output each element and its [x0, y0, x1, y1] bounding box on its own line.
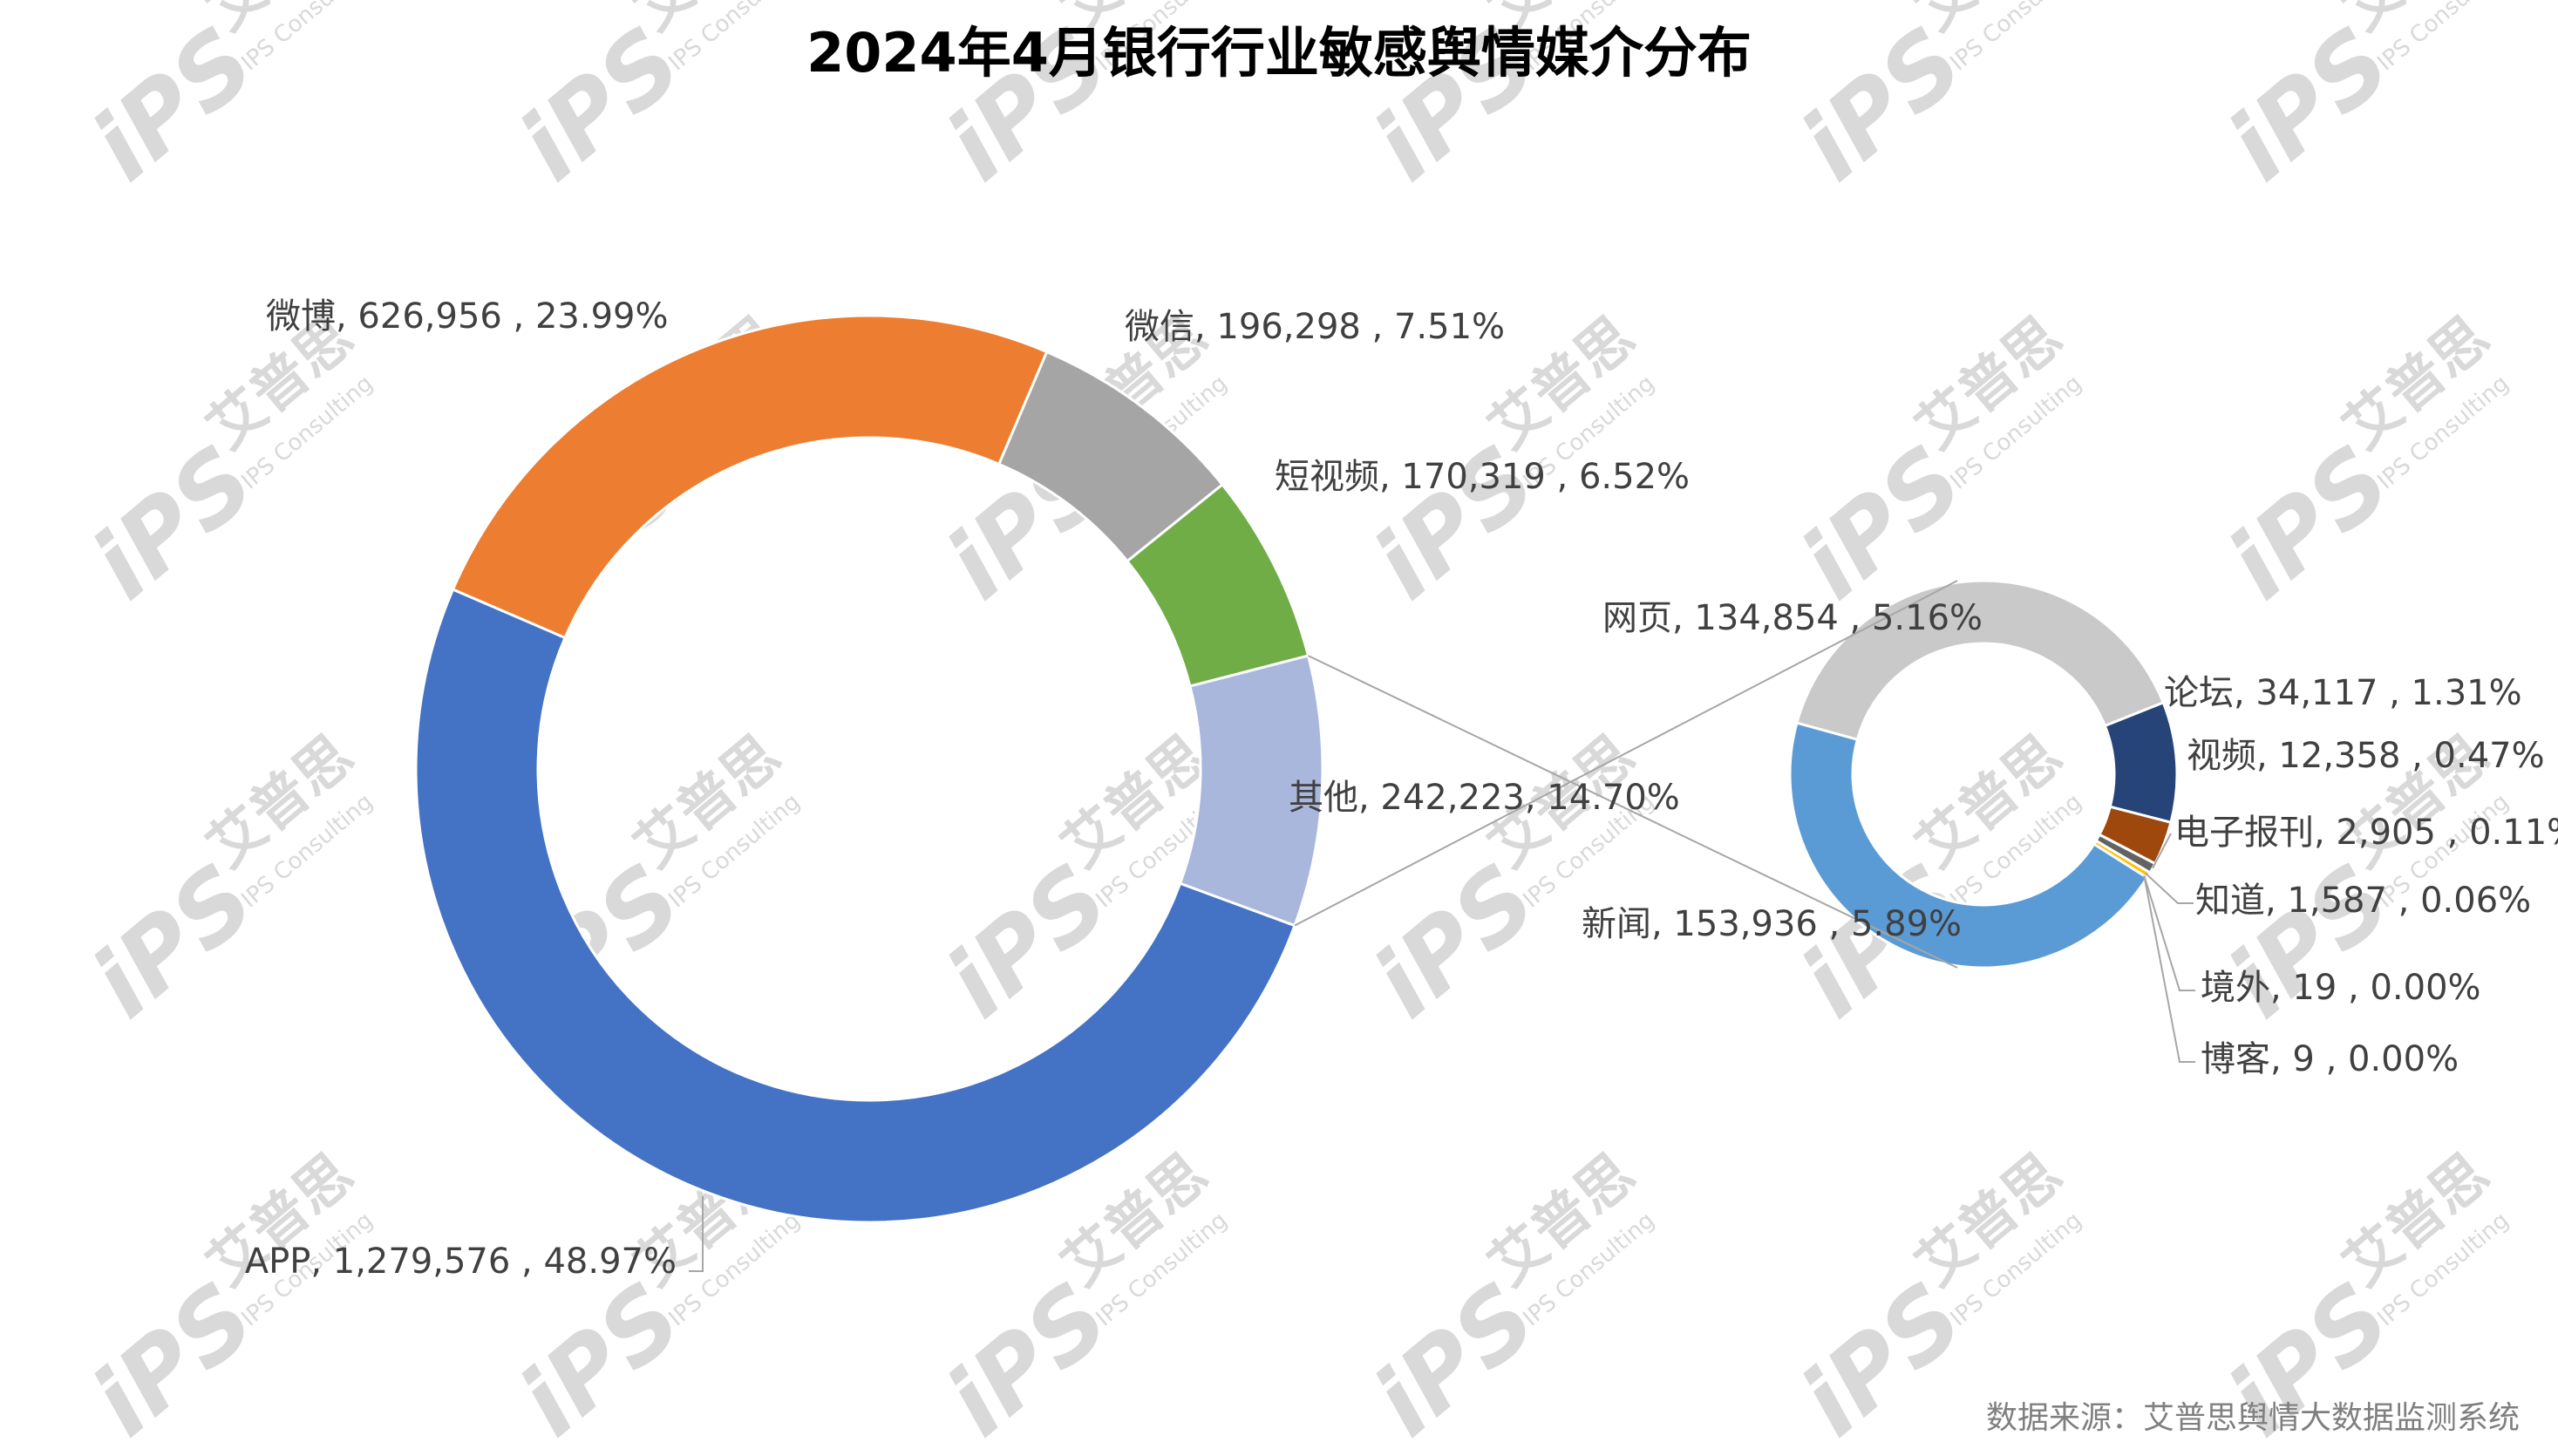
main-slice-微博 [451, 314, 1049, 640]
secondary-label-新闻: 新闻, 153,936 , 5.89% [1582, 904, 1962, 944]
secondary-label-境外: 境外, 19 , 0.00% [2201, 968, 2481, 1008]
secondary-label-网页: 网页, 134,854 , 5.16% [1602, 598, 1983, 638]
main-label-短视频: 短视频, 170,319 , 6.52% [1275, 457, 1690, 497]
leader-line-境外 [2143, 875, 2195, 991]
secondary-slice-境外 [2093, 844, 2147, 878]
leader-line-知道 [2145, 872, 2194, 904]
secondary-label-知道: 知道, 1,587 , 0.06% [2195, 881, 2531, 921]
source-note: 数据来源：艾普思舆情大数据监测系统 [1986, 1400, 2520, 1436]
connector-lines [1294, 580, 1958, 969]
connector-line-top [1294, 580, 1958, 927]
secondary-slice-博客 [2093, 844, 2147, 878]
secondary-label-论坛: 论坛, 34,117 , 1.31% [2164, 673, 2522, 713]
main-label-微博: 微博, 626,956 , 23.99% [266, 296, 669, 337]
main-label-APP: APP, 1,279,576 , 48.97% [245, 1242, 677, 1282]
secondary-label-电子报刊: 电子报刊, 2,905 , 0.11% [2174, 813, 2558, 853]
data-labels: APP, 1,279,576 , 48.97% 微博, 626,956 , 23.… [245, 296, 2558, 1282]
secondary-slice-网页 [1795, 579, 2166, 742]
main-label-微信: 微信, 196,298 , 7.51% [1125, 307, 1505, 347]
secondary-slice-知道 [2092, 839, 2153, 880]
main-label-其他: 其他, 242,223, 14.70% [1289, 778, 1680, 818]
secondary-slice-新闻 [1788, 721, 2149, 970]
leader-lines [689, 833, 2195, 1272]
connector-line-bottom [1308, 655, 1958, 969]
secondary-label-博客: 博客, 9 , 0.00% [2201, 1039, 2459, 1079]
main-slice-APP [414, 588, 1296, 1224]
main-donut [414, 314, 1324, 1224]
leader-line-电子报刊 [2152, 833, 2172, 869]
chart-title: 2024年4月银行行业敏感舆情媒介分布 [806, 21, 1752, 85]
leader-line-APP [689, 1196, 704, 1272]
secondary-donut [1788, 579, 2179, 970]
secondary-label-视频: 视频, 12,358 , 0.47% [2187, 736, 2545, 776]
secondary-slice-论坛 [2103, 700, 2179, 825]
leader-line-博客 [2143, 875, 2195, 1063]
